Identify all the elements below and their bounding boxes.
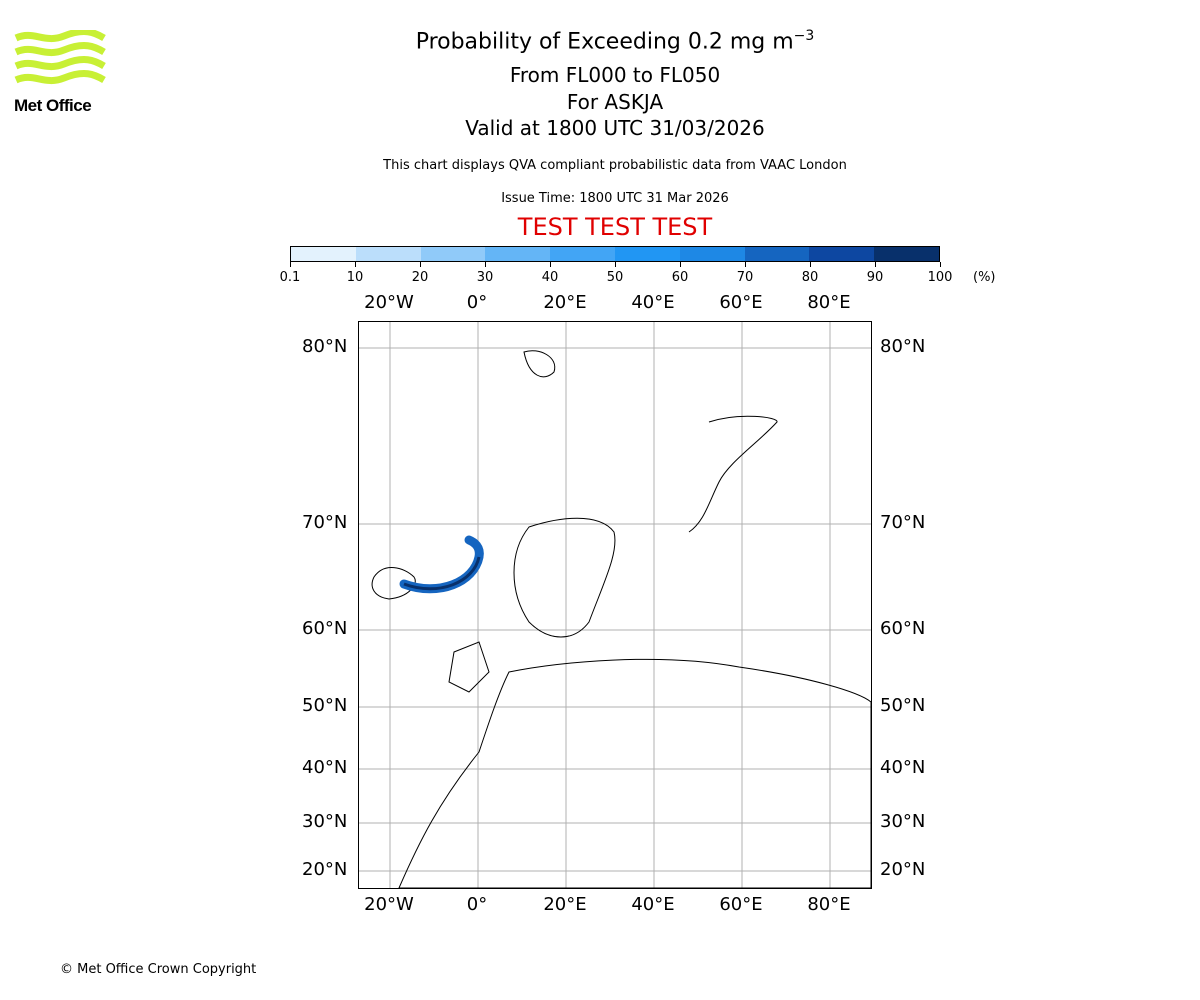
latitude-label: 20°N bbox=[302, 859, 348, 880]
colorbar-tick bbox=[485, 262, 486, 267]
volcano-name: For ASKJA bbox=[566, 90, 664, 114]
latitude-label: 30°N bbox=[880, 811, 926, 832]
latitude-label: 60°N bbox=[302, 618, 348, 639]
latitude-label: 50°N bbox=[302, 695, 348, 716]
longitude-label: 80°E bbox=[807, 292, 851, 313]
latitude-label: 20°N bbox=[880, 859, 926, 880]
latitude-label: 70°N bbox=[880, 512, 926, 533]
longitude-label: 20°E bbox=[543, 894, 587, 915]
colorbar-tick bbox=[615, 262, 616, 267]
colorbar-tick-label: 30 bbox=[476, 270, 494, 285]
met-office-logo: Met Office bbox=[14, 28, 109, 116]
map-panel[interactable] bbox=[358, 321, 872, 889]
latitude-label: 80°N bbox=[302, 336, 348, 357]
colorbar-tick bbox=[810, 262, 811, 267]
longitude-label: 20°E bbox=[543, 292, 587, 313]
colorbar-tick-label: 70 bbox=[736, 270, 754, 285]
colorbar-tick-label: 40 bbox=[541, 270, 559, 285]
test-banner: TEST TEST TEST bbox=[517, 213, 713, 241]
colorbar-tick bbox=[875, 262, 876, 267]
latitude-label: 30°N bbox=[302, 811, 348, 832]
colorbar-tick-label: 80 bbox=[801, 270, 819, 285]
latitude-label: 40°N bbox=[302, 757, 348, 778]
flight-levels: From FL000 to FL050 bbox=[509, 63, 721, 87]
wave-logo-icon bbox=[14, 28, 106, 85]
colorbar-tick bbox=[940, 262, 941, 267]
colorbar-tick-label: 100 bbox=[927, 270, 953, 285]
colorbar-tick-label: 20 bbox=[411, 270, 429, 285]
map-graticule bbox=[359, 322, 872, 889]
description: This chart displays QVA compliant probab… bbox=[383, 158, 847, 173]
colorbar-tick bbox=[290, 262, 291, 267]
latitude-label: 50°N bbox=[880, 695, 926, 716]
copyright: © Met Office Crown Copyright bbox=[60, 962, 257, 977]
colorbar-tick-label: 50 bbox=[606, 270, 624, 285]
colorbar-tick-label: 90 bbox=[866, 270, 884, 285]
colorbar-tick bbox=[550, 262, 551, 267]
longitude-label: 0° bbox=[466, 292, 488, 313]
colorbar bbox=[290, 246, 940, 262]
latitude-label: 70°N bbox=[302, 512, 348, 533]
chart-title: Probability of Exceeding 0.2 mg m−3 bbox=[415, 28, 815, 55]
colorbar-tick bbox=[355, 262, 356, 267]
latitude-label: 80°N bbox=[880, 336, 926, 357]
colorbar-tick bbox=[420, 262, 421, 267]
latitude-label: 40°N bbox=[880, 757, 926, 778]
longitude-label: 20°W bbox=[364, 894, 414, 915]
colorbar-tick-label: 10 bbox=[346, 270, 364, 285]
colorbar-tick bbox=[680, 262, 681, 267]
valid-time: Valid at 1800 UTC 31/03/2026 bbox=[465, 116, 765, 140]
longitude-label: 60°E bbox=[719, 894, 763, 915]
colorbar-tick-label: 60 bbox=[671, 270, 689, 285]
colorbar-tick bbox=[745, 262, 746, 267]
colorbar-tick-label: 0.1 bbox=[279, 270, 301, 285]
colorbar-unit: (%) bbox=[973, 270, 996, 285]
issue-time: Issue Time: 1800 UTC 31 Mar 2026 bbox=[501, 191, 729, 206]
longitude-label: 40°E bbox=[631, 894, 675, 915]
longitude-label: 20°W bbox=[364, 292, 414, 313]
longitude-label: 60°E bbox=[719, 292, 763, 313]
coastlines bbox=[371, 350, 872, 889]
logo-text: Met Office bbox=[14, 96, 92, 115]
latitude-label: 60°N bbox=[880, 618, 926, 639]
longitude-label: 40°E bbox=[631, 292, 675, 313]
longitude-label: 80°E bbox=[807, 894, 851, 915]
longitude-label: 0° bbox=[466, 894, 488, 915]
